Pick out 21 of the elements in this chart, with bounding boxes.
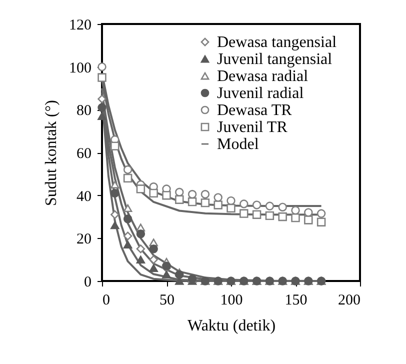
y-tick-label: 40 — [76, 188, 92, 205]
legend-label: Juvenil tangensial — [217, 51, 333, 68]
x-tick-label: 50 — [160, 292, 174, 308]
legend-label: Juvenil TR — [217, 119, 288, 136]
x-axis-title: Waktu (detik) — [187, 318, 276, 334]
legend-label: Juvenil radial — [217, 85, 304, 102]
x-tick-label: 100 — [220, 292, 243, 308]
legend-label: Dewasa TR — [217, 102, 292, 119]
legend-label: Model — [217, 136, 260, 153]
legend-label: Dewasa radial — [217, 68, 309, 85]
y-tick-label: 0 — [84, 274, 92, 290]
x-tick-label: 0 — [102, 292, 110, 308]
x-tick-label: 200 — [338, 292, 360, 308]
legend-label: Dewasa tangensial — [217, 34, 338, 51]
y-tick-label: 100 — [69, 60, 92, 76]
y-tick-label: 20 — [76, 232, 92, 248]
x-tick-label: 150 — [284, 292, 308, 308]
y-tick-label: 60 — [76, 146, 92, 162]
y-tick-label: 120 — [69, 18, 92, 34]
y-axis-title: Sudut kontak (°) — [43, 100, 60, 206]
y-tick-label: 80 — [76, 103, 92, 120]
